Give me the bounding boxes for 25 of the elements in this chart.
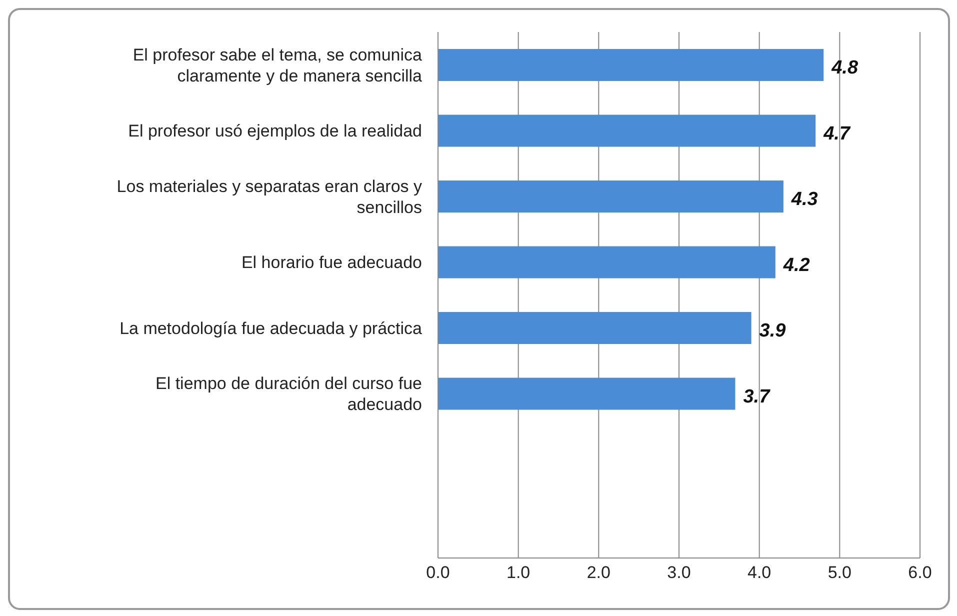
- bar: [438, 246, 776, 278]
- y-tick-label: La metodología fue adecuada y práctica: [120, 318, 423, 338]
- y-tick-label: El horario fue adecuado: [241, 252, 422, 272]
- y-tick-label: El profesor sabe el tema, se comunica claramente y de manera sencilla: [132, 44, 423, 85]
- bar: [438, 49, 824, 81]
- data-label: 4.7: [822, 123, 852, 144]
- x-tick-label: 1.0: [506, 563, 530, 582]
- y-tick-label: El tiempo de duración del curso fue adecuado: [156, 374, 422, 414]
- data-label: 4.2: [782, 254, 810, 276]
- bar: [438, 114, 816, 147]
- x-tick-label: 6.0: [908, 563, 932, 582]
- x-tick-label: 2.0: [586, 563, 610, 582]
- x-tick-label: 0.0: [426, 563, 450, 582]
- bar: [438, 378, 736, 410]
- y-tick-label: El profesor usó ejemplos de la realidad: [128, 121, 422, 140]
- data-label: 4.3: [790, 189, 818, 210]
- data-label: 4.8: [830, 58, 858, 78]
- bar: [438, 180, 784, 212]
- x-tick-label: 5.0: [828, 563, 852, 582]
- data-label: 3.9: [759, 320, 786, 342]
- x-tick-label: 4.0: [748, 563, 772, 582]
- y-tick-label: Los materiales y separatas eran claros y sencillos: [116, 176, 422, 216]
- bar: [438, 312, 752, 344]
- x-tick-label: 3.0: [667, 563, 691, 582]
- data-label: 3.7: [743, 386, 772, 408]
